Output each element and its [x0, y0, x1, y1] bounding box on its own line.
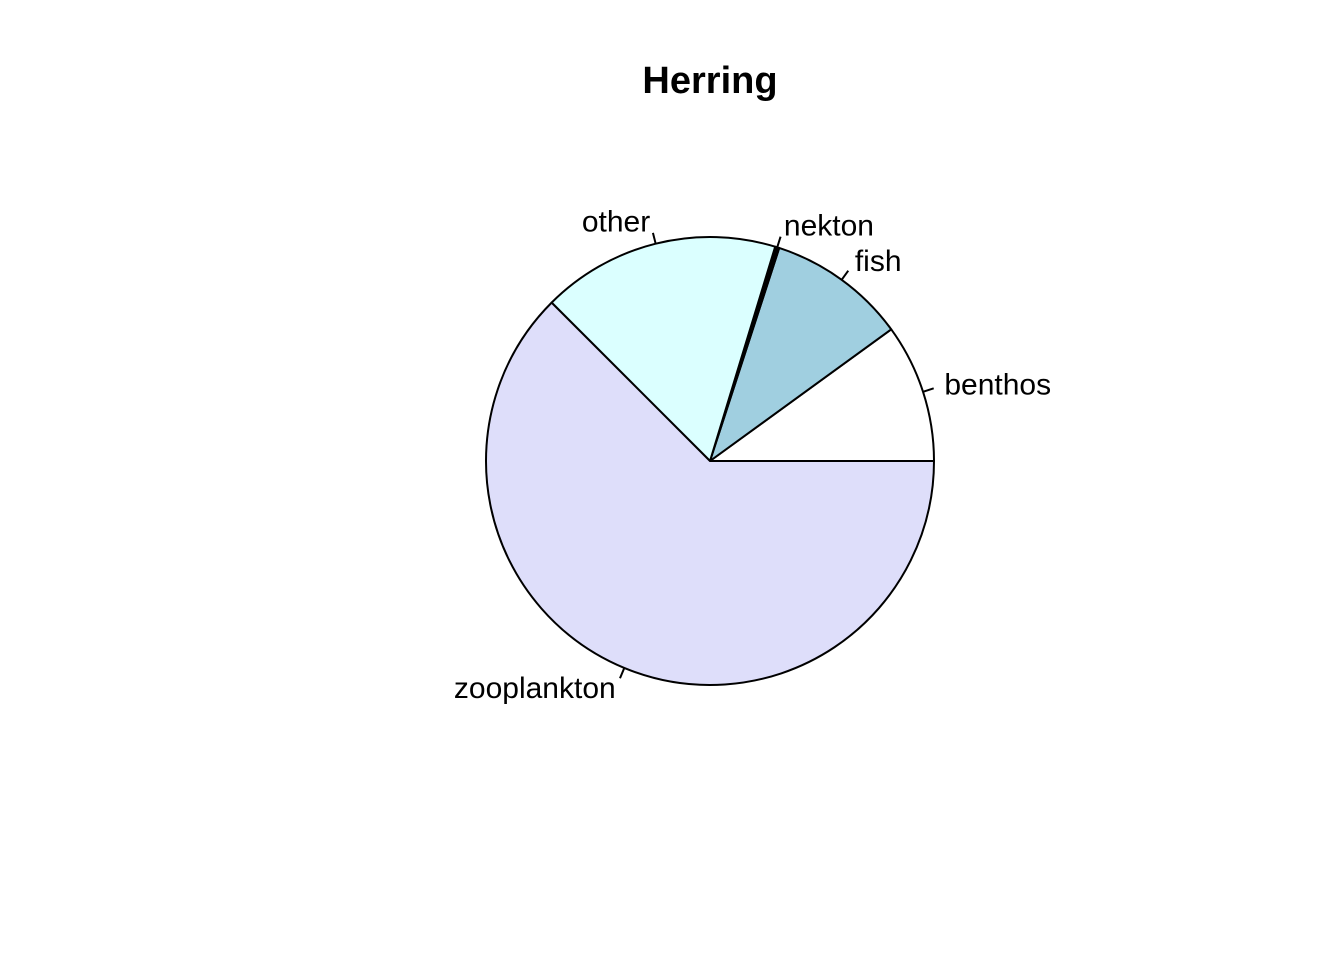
leader-line-nekton [776, 236, 782, 248]
pie-slice-zooplankton [485, 301, 935, 686]
pie-slice-benthos [709, 328, 935, 462]
slice-label-benthos: benthos [944, 368, 1051, 401]
leader-line-zooplankton [619, 667, 626, 679]
pie-slice-other [550, 236, 777, 462]
pie-slices [485, 236, 935, 686]
slice-label-other: other [582, 205, 650, 238]
slice-label-zooplankton: zooplankton [454, 672, 616, 705]
leader-line-benthos [922, 387, 934, 393]
leader-line-fish [840, 270, 850, 281]
slice-label-fish: fish [855, 245, 902, 278]
leader-line-other [651, 232, 657, 244]
label-leader-lines [619, 232, 934, 679]
slice-label-nekton: nekton [784, 209, 874, 242]
chart-title: Herring [642, 60, 777, 102]
